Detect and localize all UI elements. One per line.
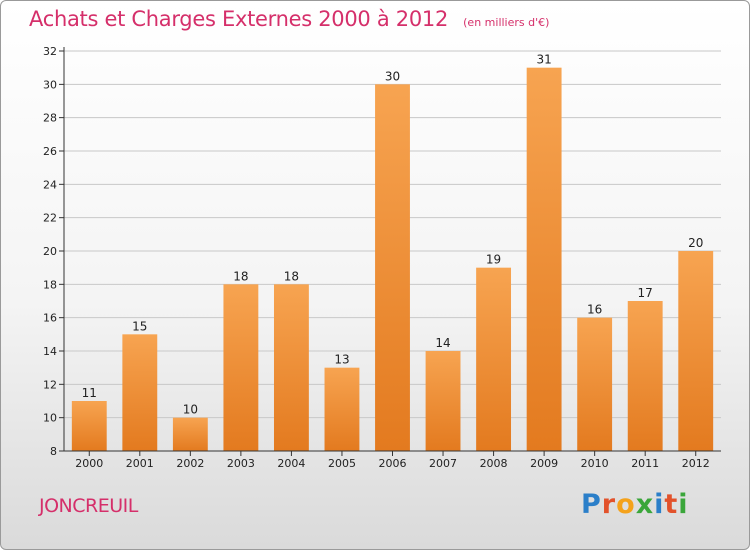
value-label-2011: 17	[638, 286, 653, 300]
x-tick-label-2001: 2001	[126, 457, 154, 470]
brand-letter: i	[654, 489, 665, 520]
x-tick-label-2010: 2010	[581, 457, 609, 470]
bar-2010	[577, 317, 613, 451]
x-tick-label-2003: 2003	[227, 457, 255, 470]
y-tick-label: 12	[43, 378, 57, 391]
value-label-2007: 14	[435, 336, 450, 350]
brand-letter: P	[581, 489, 602, 520]
value-label-2006: 30	[385, 69, 400, 83]
x-tick-label-2009: 2009	[530, 457, 558, 470]
x-tick-label-2002: 2002	[176, 457, 204, 470]
value-label-2008: 19	[486, 253, 501, 267]
x-tick-label-2005: 2005	[328, 457, 356, 470]
brand-letter: r	[601, 489, 617, 520]
value-label-2002: 10	[183, 403, 198, 417]
x-tick-label-2004: 2004	[277, 457, 305, 470]
x-axis-ticks: 2000 2001 2002 2003 2004 2005 2006 2007 2008 2009…	[75, 451, 710, 470]
value-label-2004: 18	[284, 269, 299, 283]
value-label-2012: 20	[688, 236, 703, 250]
y-tick-label: 8	[50, 445, 57, 458]
axes	[63, 47, 721, 452]
bar-2000	[71, 401, 107, 451]
bar-2008	[476, 267, 512, 451]
y-axis-ticks: 8 10 12 14 16 18 20 22 24 26 28 30 32	[43, 45, 64, 458]
value-label-2009: 31	[536, 53, 551, 67]
y-tick-label: 14	[43, 345, 57, 358]
chart-title: Achats et Charges Externes 2000 à 2012	[29, 7, 449, 31]
value-label-2001: 15	[132, 319, 147, 333]
y-tick-label: 26	[43, 145, 57, 158]
y-tick-label: 32	[43, 45, 57, 58]
y-tick-label: 18	[43, 278, 57, 291]
brand-letter: x	[635, 489, 655, 520]
bar-2005	[324, 367, 360, 451]
chart-subtitle: (en milliers d'€)	[463, 16, 550, 29]
bar-2006	[375, 84, 410, 451]
x-tick-label-2012: 2012	[682, 457, 710, 470]
brand-letter: t	[664, 489, 679, 520]
bar-2011	[627, 301, 663, 451]
bar-2003	[223, 284, 259, 451]
bar-2002	[172, 417, 208, 451]
bar-2001	[122, 334, 158, 451]
bar-2012	[678, 251, 714, 451]
x-tick-label-2000: 2000	[75, 457, 103, 470]
value-label-2010: 16	[587, 303, 602, 317]
title-block: Achats et Charges Externes 2000 à 2012 (…	[29, 7, 549, 31]
y-tick-label: 16	[43, 312, 57, 325]
value-label-2005: 13	[334, 353, 349, 367]
value-label-2000: 11	[82, 386, 97, 400]
value-labels: 11 15 10 18 18 13 30 14 19 31 16 17 20	[82, 53, 704, 417]
y-tick-label: 20	[43, 245, 57, 258]
brand-letter: o	[616, 489, 636, 520]
place-name: JONCREUIL	[39, 495, 138, 517]
y-tick-label: 28	[43, 112, 57, 125]
bar-2007	[425, 351, 461, 451]
y-tick-label: 10	[43, 412, 57, 425]
y-tick-label: 22	[43, 212, 57, 225]
x-tick-label-2007: 2007	[429, 457, 457, 470]
bar-2004	[273, 284, 309, 451]
x-tick-label-2008: 2008	[480, 457, 508, 470]
x-tick-label-2011: 2011	[631, 457, 659, 470]
brand-letter: i	[678, 489, 689, 520]
bar-2009	[526, 67, 562, 452]
y-tick-label: 30	[43, 78, 57, 91]
value-label-2003: 18	[233, 269, 248, 283]
brand-logo: Proxiti	[581, 489, 689, 520]
x-tick-label-2006: 2006	[379, 457, 407, 470]
y-tick-label: 24	[43, 178, 57, 191]
bars	[71, 67, 714, 452]
